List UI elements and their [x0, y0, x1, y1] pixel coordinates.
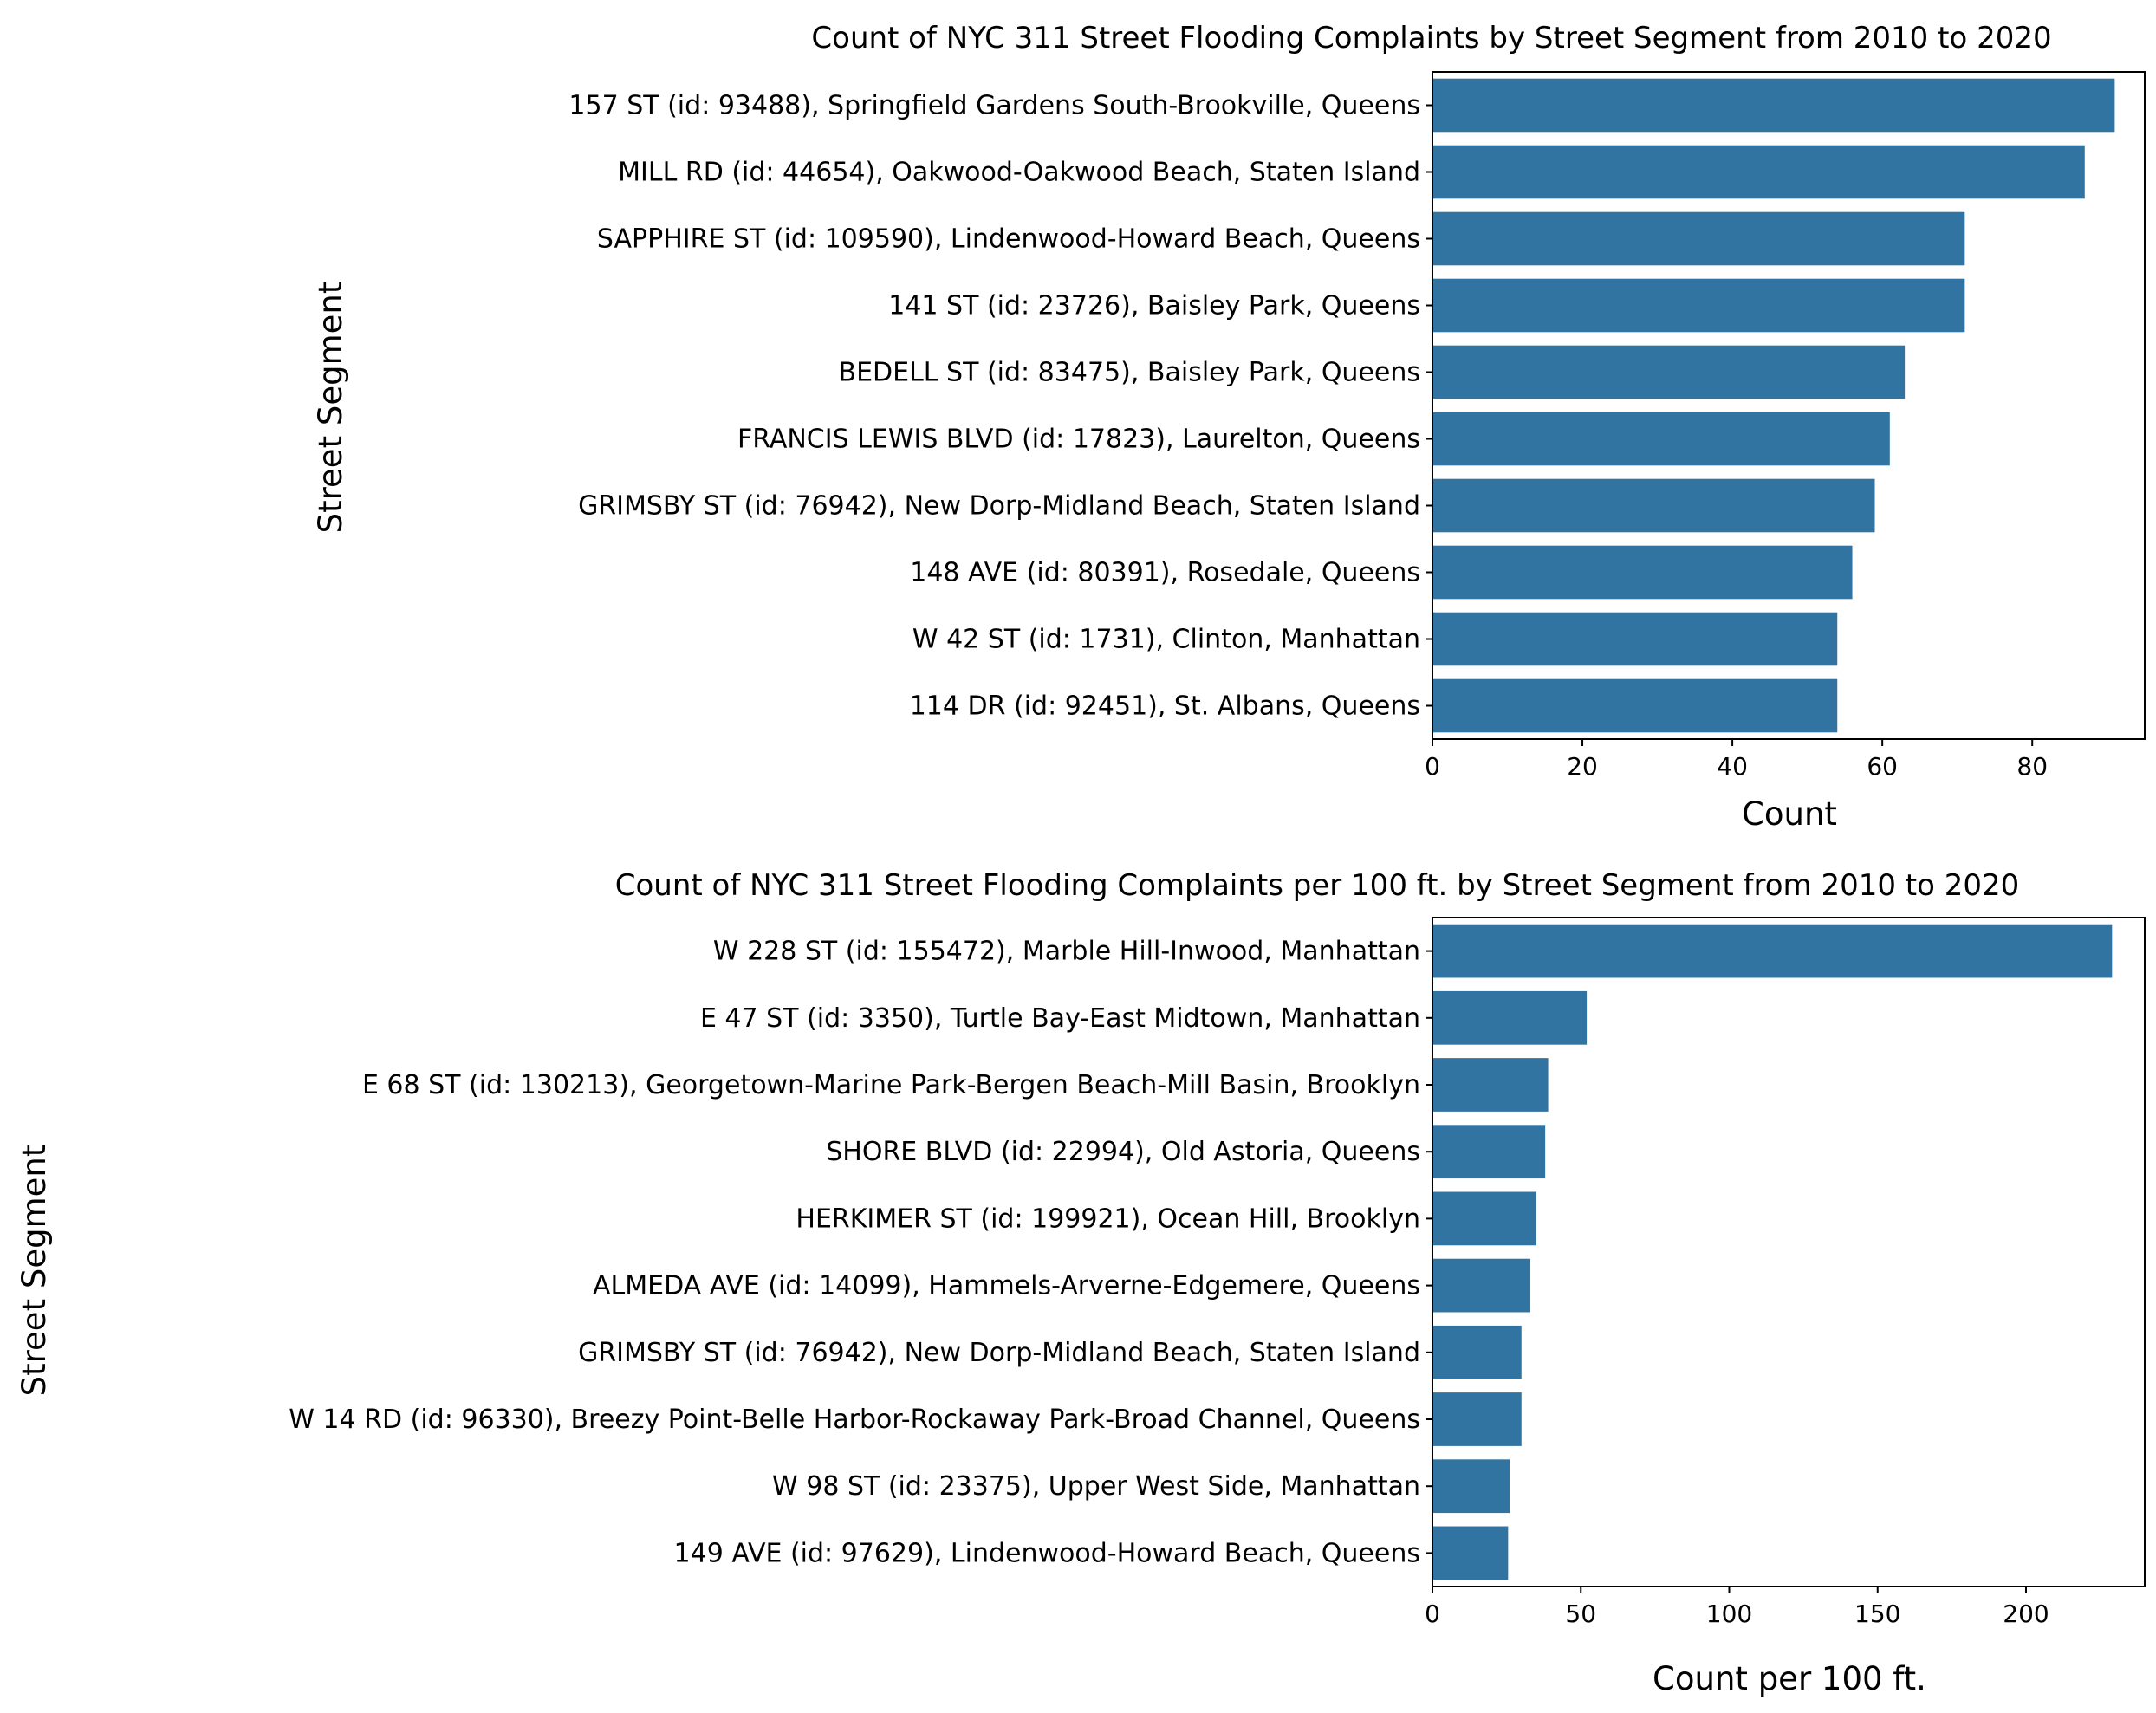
- chart-bottom-bar: [1432, 1526, 1509, 1580]
- chart-top-bar: [1432, 278, 1965, 333]
- chart-top-category-label: 141 ST (id: 23726), Baisley Park, Queens: [888, 291, 1420, 321]
- chart-top-bar: [1432, 78, 2115, 133]
- chart-bottom-x-ticks: 0 50 100 150 200: [1425, 1586, 2049, 1628]
- chart-bottom-title: Count of NYC 311 Street Flooding Complai…: [615, 868, 2020, 903]
- chart-top-x-tick-label: 0: [1425, 752, 1440, 781]
- chart-top-bar: [1432, 612, 1838, 666]
- chart-top-category-labels: 157 ST (id: 93488), Springfield Gardens …: [568, 91, 1432, 722]
- chart-top-title: Count of NYC 311 Street Flooding Complai…: [811, 21, 2051, 55]
- chart-bottom-category-label: W 14 RD (id: 96330), Breezy Point-Belle …: [289, 1405, 1420, 1435]
- chart-bottom-category-label: E 47 ST (id: 3350), Turtle Bay-East Midt…: [700, 1003, 1420, 1034]
- chart-bottom-x-tick-label: 100: [1706, 1599, 1752, 1628]
- chart-bottom-bar: [1432, 1058, 1549, 1112]
- chart-top-x-tick-label: 40: [1717, 752, 1748, 781]
- chart-top-bar: [1432, 145, 2085, 199]
- chart-top-bar: [1432, 412, 1890, 466]
- chart-bottom-bar: [1432, 1125, 1546, 1179]
- chart-top-category-label: 114 DR (id: 92451), St. Albans, Queens: [910, 691, 1420, 722]
- chart-top-x-tick-label: 60: [1867, 752, 1898, 781]
- chart-top-category-label: GRIMSBY ST (id: 76942), New Dorp-Midland…: [578, 491, 1420, 522]
- chart-top-bars: [1432, 78, 2115, 733]
- chart-bottom-xlabel: Count per 100 ft.: [1653, 1660, 1926, 1697]
- chart-top-category-label: BEDELL ST (id: 83475), Baisley Park, Que…: [839, 358, 1421, 388]
- chart-bottom-category-label: ALMEDA AVE (id: 14099), Hammels-Arverne-…: [593, 1271, 1420, 1301]
- chart-bottom-category-label: 149 AVE (id: 97629), Lindenwood-Howard B…: [674, 1538, 1420, 1568]
- chart-bottom-bar: [1432, 1258, 1531, 1313]
- chart-top-category-label: MILL RD (id: 44654), Oakwood-Oakwood Bea…: [618, 158, 1420, 188]
- chart-bottom-category-label: SHORE BLVD (id: 22994), Old Astoria, Que…: [826, 1137, 1420, 1167]
- chart-bottom-bar: [1432, 1459, 1510, 1514]
- chart-bottom-category-label: W 228 ST (id: 155472), Marble Hill-Inwoo…: [713, 937, 1420, 967]
- chart-top-category-label: 157 ST (id: 93488), Springfield Gardens …: [568, 91, 1420, 121]
- chart-top-bar: [1432, 678, 1838, 733]
- chart-top-x-ticks: 0 20 40 60 80: [1425, 739, 2048, 781]
- chart-bottom: Count of NYC 311 Street Flooding Complai…: [16, 868, 2146, 1697]
- chart-top-axes-frame: [1432, 71, 2146, 740]
- chart-top-bar: [1432, 211, 1965, 266]
- chart-bottom-category-labels: W 228 ST (id: 155472), Marble Hill-Inwoo…: [289, 937, 1432, 1568]
- chart-bottom-category-label: HERKIMER ST (id: 199921), Ocean Hill, Br…: [796, 1204, 1420, 1234]
- chart-top-bar: [1432, 545, 1853, 600]
- chart-bottom-bar: [1432, 990, 1588, 1045]
- chart-bottom-x-tick-label: 200: [2003, 1599, 2049, 1628]
- chart-top-category-label: W 42 ST (id: 1731), Clinton, Manhattan: [912, 625, 1420, 655]
- chart-bottom-bar: [1432, 1392, 1522, 1446]
- chart-bottom-x-tick-label: 0: [1425, 1599, 1440, 1628]
- chart-bottom-x-tick-label: 150: [1854, 1599, 1900, 1628]
- chart-top-ylabel: Street Segment: [312, 282, 349, 534]
- chart-bottom-bars: [1432, 924, 2113, 1580]
- chart-top-category-label: 148 AVE (id: 80391), Rosedale, Queens: [910, 558, 1420, 588]
- chart-bottom-x-tick-label: 50: [1565, 1599, 1596, 1628]
- chart-top-bar: [1432, 345, 1906, 399]
- chart-top: Count of NYC 311 Street Flooding Complai…: [312, 21, 2146, 833]
- chart-top-bar: [1432, 478, 1875, 533]
- chart-bottom-category-label: W 98 ST (id: 23375), Upper West Side, Ma…: [772, 1471, 1420, 1502]
- chart-top-category-label: SAPPHIRE ST (id: 109590), Lindenwood-How…: [597, 224, 1420, 255]
- chart-bottom-bar: [1432, 924, 2113, 978]
- chart-bottom-bar: [1432, 1191, 1536, 1246]
- chart-top-xlabel: Count: [1742, 795, 1837, 833]
- chart-bottom-category-label: GRIMSBY ST (id: 76942), New Dorp-Midland…: [578, 1338, 1420, 1368]
- chart-bottom-category-label: E 68 ST (id: 130213), Georgetown-Marine …: [362, 1070, 1420, 1100]
- chart-top-category-label: FRANCIS LEWIS BLVD (id: 17823), Laurelto…: [737, 425, 1420, 455]
- chart-bottom-bar: [1432, 1325, 1522, 1379]
- chart-bottom-axes-frame: [1432, 917, 2146, 1587]
- chart-top-x-tick-label: 80: [2016, 752, 2048, 781]
- chart-top-x-tick-label: 20: [1567, 752, 1598, 781]
- chart-bottom-ylabel: Street Segment: [16, 1145, 53, 1397]
